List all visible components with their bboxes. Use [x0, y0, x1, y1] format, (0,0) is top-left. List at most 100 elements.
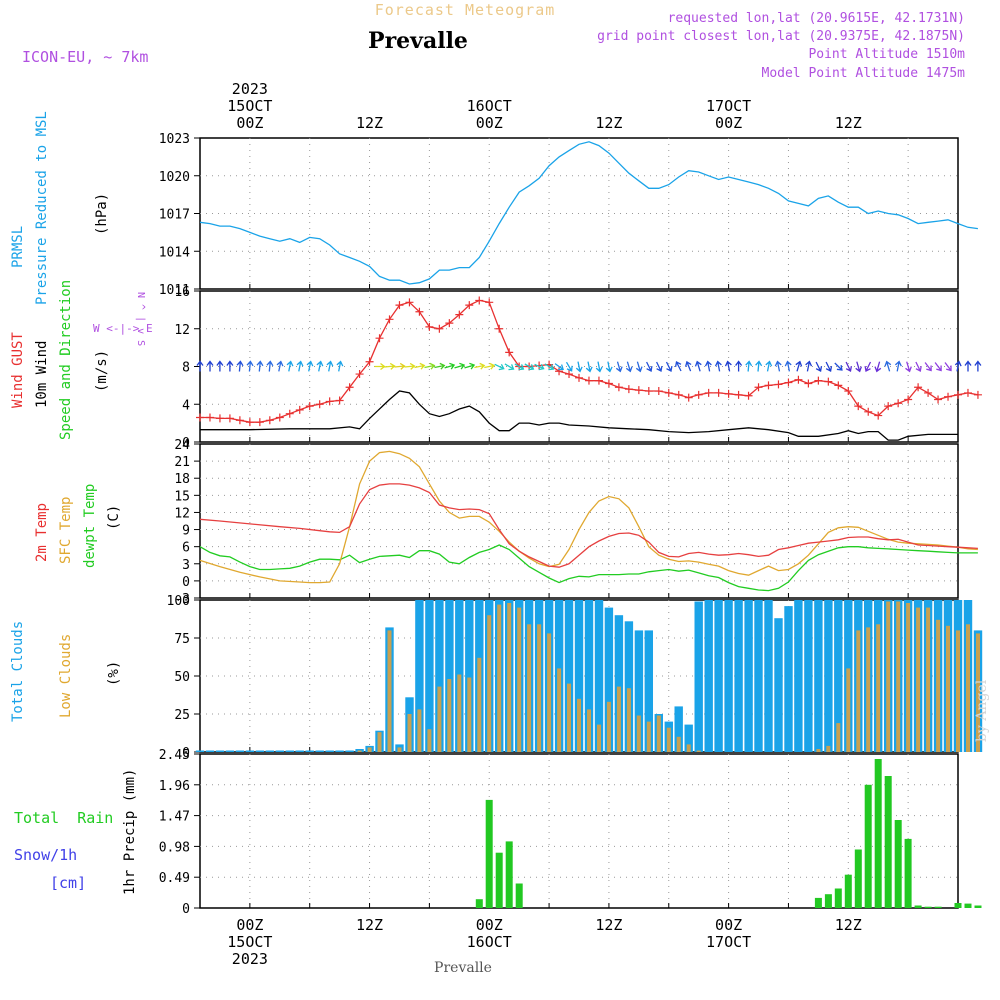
wind-direction-arrow — [905, 361, 912, 373]
credit-watermark: by Angel — [974, 679, 990, 742]
wind-gust-marker — [884, 402, 893, 411]
wind-direction-arrow — [894, 360, 902, 372]
low-cloud-bar — [567, 683, 571, 752]
wind-ytick-label: 0 — [182, 436, 190, 451]
clouds-unit: (%) — [106, 661, 122, 686]
temp-ytick-label: 24 — [174, 438, 190, 453]
total-cloud-bar — [684, 724, 693, 752]
total-cloud-bar — [225, 750, 235, 752]
wind-direction-arrow — [805, 360, 813, 372]
subtitle: Forecast Meteogram — [375, 1, 556, 19]
low-cloud-bar — [377, 732, 382, 752]
bottom-axis-label: 00Z — [236, 916, 263, 934]
total-cloud-bar — [604, 607, 614, 752]
wind-direction-arrow — [704, 360, 712, 372]
wind-direction-arrow — [825, 361, 833, 372]
precip-ytick-label: 0.49 — [159, 871, 190, 886]
low-cloud-bar — [507, 603, 512, 752]
wind-direction-arrow — [216, 360, 224, 372]
wind-speed-dir-label: Speed and Direction — [58, 280, 74, 440]
wind-direction-arrow — [394, 362, 406, 370]
snow-label: Snow/1h — [14, 846, 77, 864]
low-cloud-bar — [646, 721, 651, 752]
wind-direction-arrow — [874, 361, 882, 373]
wind-direction-arrow — [306, 360, 314, 372]
low-cloud-bar — [916, 607, 921, 752]
precip-bar — [894, 820, 902, 908]
dewpoint-line — [199, 544, 978, 592]
wind-direction-arrow — [316, 360, 324, 372]
wind-direction-arrow — [834, 362, 843, 371]
temp-dewpt-label: dewpt Temp — [82, 484, 98, 568]
low-cloud-bar — [407, 714, 412, 752]
low-cloud-bar — [876, 624, 881, 752]
low-cloud-bar — [497, 604, 502, 752]
wind-labels: Wind GUST 10m Wind Speed and Direction (… — [10, 280, 153, 440]
wind-gust-marker — [555, 367, 564, 376]
wind-gust-marker — [355, 370, 364, 379]
low-cloud-bar — [557, 668, 562, 752]
wind-direction-arrow — [414, 362, 426, 370]
low-cloud-bar — [676, 736, 681, 752]
low-cloud-bar — [357, 750, 362, 752]
wind-panel: 0 4 8 12 16 — [174, 285, 982, 451]
bottom-axis-label: 15OCT — [227, 933, 272, 951]
precip-bar — [954, 903, 962, 908]
wind-gust-marker — [335, 396, 344, 405]
wind-direction-arrow — [326, 360, 334, 372]
wind-gust-marker — [505, 348, 514, 357]
low-cloud-bar — [367, 747, 372, 752]
wind-gust-marker — [594, 376, 603, 385]
precip-unit: 1hr Precip (mm) — [122, 769, 138, 895]
total-cloud-bar — [594, 600, 604, 752]
low-cloud-bar — [956, 630, 960, 752]
wind-gust-marker — [385, 315, 394, 324]
wind-gust-marker — [744, 391, 753, 400]
precip-bar — [505, 841, 513, 908]
total-cloud-bar — [295, 750, 304, 752]
pressure-labels: PRMSL Pressure Reduced to MSL (hPa) — [10, 111, 110, 305]
wind-direction-arrow — [684, 360, 692, 372]
wind-10m-label: 10m Wind — [34, 341, 50, 408]
low-cloud-bar — [417, 709, 422, 752]
wind-direction-arrow — [615, 361, 623, 373]
low-cloud-bar — [457, 674, 462, 752]
pressure-panel: 1011 1014 1017 1020 1023 — [159, 132, 978, 298]
wind-direction-arrow — [276, 360, 284, 372]
bottom-axis-label: 2023 — [232, 950, 268, 968]
wind-gust-marker — [575, 373, 583, 382]
wind-gust-marker — [614, 383, 623, 392]
wind-direction-arrow — [625, 361, 633, 373]
low-cloud-bar — [856, 630, 861, 752]
precip-bar — [854, 849, 862, 908]
precip-bar — [824, 894, 832, 908]
low-cloud-bar — [397, 747, 402, 752]
low-cloud-bar — [666, 727, 671, 752]
wind-direction-arrow — [514, 363, 525, 371]
wind-gust-marker — [425, 322, 434, 331]
wind-direction-arrow — [196, 360, 204, 372]
wind-direction-arrow — [915, 361, 922, 372]
precip-bar — [495, 852, 503, 908]
wind-gust-marker — [634, 386, 643, 395]
snow-unit-label: [cm] — [50, 874, 86, 892]
total-cloud-bar — [205, 750, 215, 752]
low-cloud-bar — [896, 601, 901, 752]
grid-point-coords: grid point closest lon,lat (20.9375E, 42… — [597, 29, 965, 44]
wind-gust-marker — [275, 413, 284, 422]
precip-bar — [844, 874, 852, 908]
footer-location: Prevalle — [434, 960, 492, 976]
total-cloud-bar — [624, 621, 634, 752]
total-cloud-bar — [814, 600, 823, 752]
precip-ytick-label: 0.98 — [159, 840, 190, 855]
bottom-axis-label: 00Z — [476, 916, 503, 934]
wind-direction-arrow — [765, 360, 773, 372]
wind-direction-arrow — [554, 363, 564, 371]
wind-gust-marker — [973, 390, 982, 399]
wind-gust-marker — [804, 379, 813, 388]
total-cloud-bar — [614, 615, 624, 752]
wind-gust-marker — [295, 405, 304, 414]
total-cloud-bar — [784, 606, 793, 752]
wind-gust-marker — [954, 390, 962, 399]
wind-direction-arrow — [595, 361, 603, 373]
